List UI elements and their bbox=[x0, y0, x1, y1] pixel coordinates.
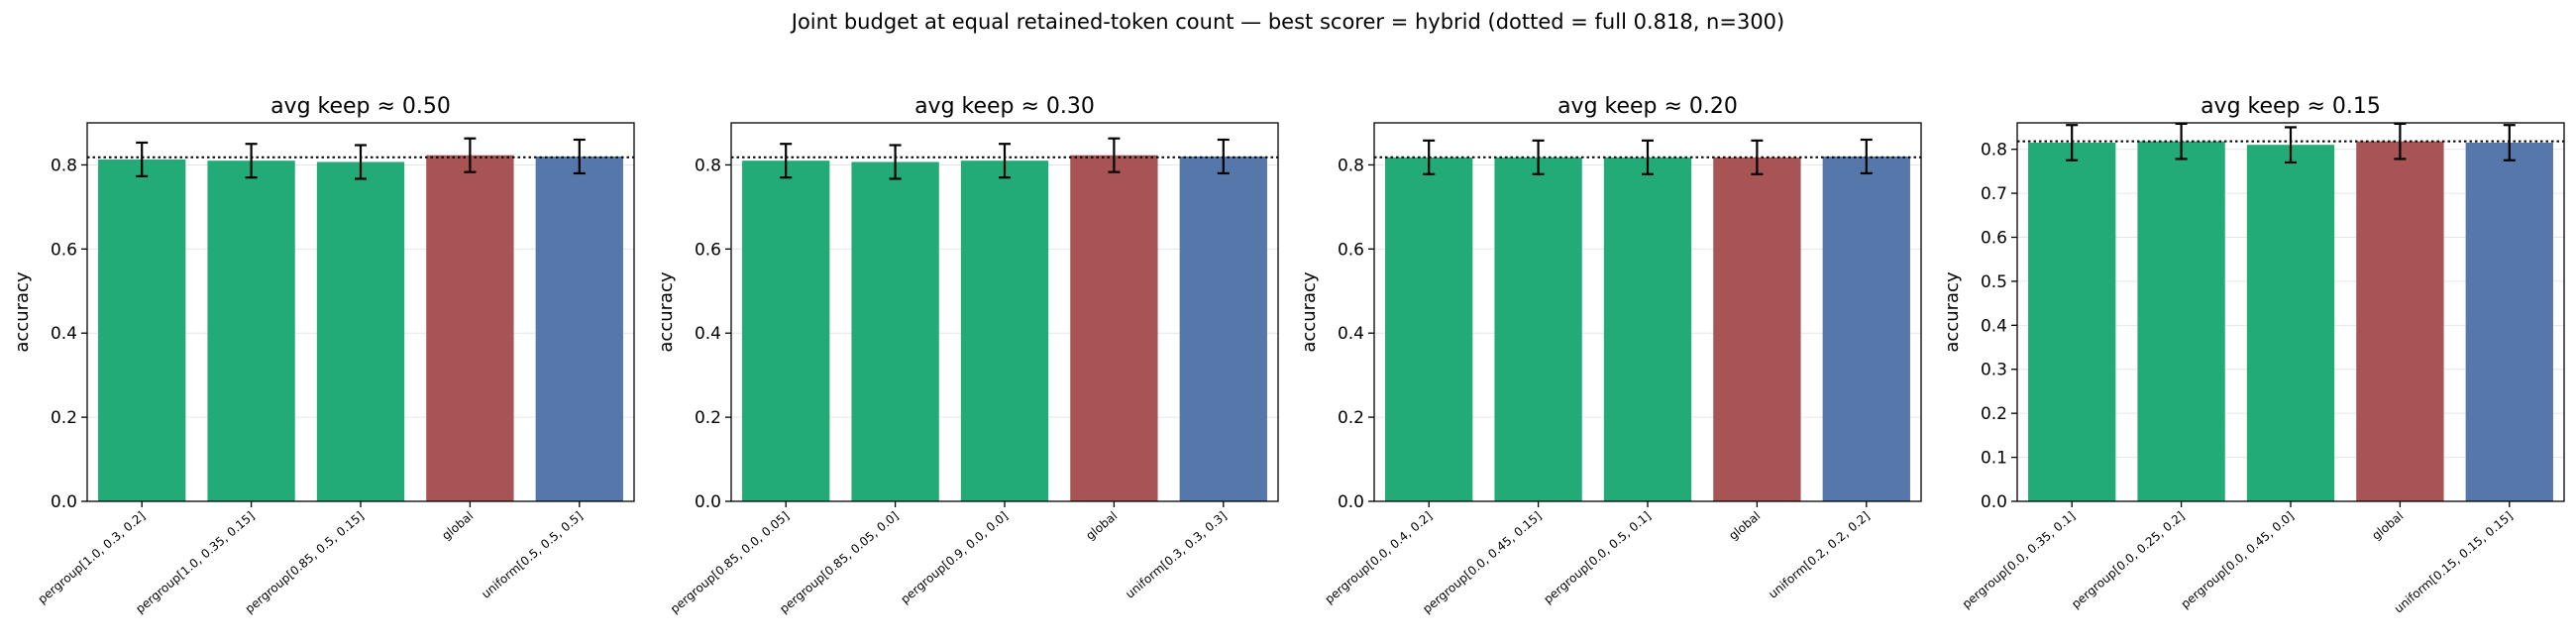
bar bbox=[2356, 141, 2444, 501]
y-tick-label: 0.6 bbox=[695, 240, 721, 260]
bar bbox=[426, 155, 514, 501]
bar bbox=[2028, 142, 2116, 501]
panel-title: avg keep ≈ 0.50 bbox=[270, 94, 451, 119]
x-tick-label: pergroup[0.0, 0.45, 0.15] bbox=[1420, 509, 1544, 616]
x-tick-label: pergroup[0.85, 0.5, 0.15] bbox=[243, 509, 367, 616]
y-axis-label: accuracy bbox=[12, 271, 33, 353]
plot-frame bbox=[2016, 122, 2565, 502]
y-tick-label: 0.6 bbox=[51, 240, 77, 260]
y-tick-label: 0.3 bbox=[1981, 361, 2007, 380]
y-tick-label: 0.8 bbox=[1338, 156, 1364, 175]
plot-frame bbox=[86, 122, 635, 502]
x-tick-label: uniform[0.15, 0.15, 0.15] bbox=[2392, 509, 2516, 616]
bar bbox=[1179, 156, 1267, 501]
y-tick-label: 0.6 bbox=[1338, 240, 1364, 260]
y-tick-label: 0.2 bbox=[1338, 408, 1364, 428]
bar bbox=[207, 161, 295, 501]
panel-title: avg keep ≈ 0.20 bbox=[1557, 94, 1738, 119]
y-tick-label: 0.0 bbox=[51, 492, 77, 512]
bar bbox=[1070, 155, 1158, 501]
y-tick-label: 0.4 bbox=[1981, 316, 2007, 336]
y-tick-label: 0.7 bbox=[1981, 184, 2007, 204]
x-tick-label: global bbox=[2369, 509, 2406, 543]
x-tick-label: pergroup[0.85, 0.0, 0.05] bbox=[668, 509, 792, 616]
x-tick-label: pergroup[0.9, 0.0, 0.0] bbox=[898, 509, 1011, 606]
chart-panel-2: 0.0 0.2 0.4 0.6 0.8 pergroup[0.85, 0.0, 0.05]… bbox=[656, 94, 1279, 616]
y-tick-label: 0.0 bbox=[1338, 492, 1364, 512]
y-tick-label: 0.1 bbox=[1981, 449, 2007, 469]
bar bbox=[535, 156, 623, 501]
x-tick-label: global bbox=[1726, 509, 1763, 543]
y-axis-label: accuracy bbox=[1942, 271, 1963, 353]
y-tick-label: 0.8 bbox=[51, 156, 77, 175]
y-axis-label: accuracy bbox=[1299, 271, 1320, 353]
y-tick-label: 0.4 bbox=[695, 324, 721, 344]
x-tick-label: uniform[0.2, 0.2, 0.2] bbox=[1766, 509, 1872, 601]
plot-frame bbox=[1373, 122, 1922, 502]
bar bbox=[2137, 141, 2225, 501]
x-tick-label: pergroup[0.0, 0.25, 0.2] bbox=[2069, 509, 2187, 611]
x-tick-label: global bbox=[1083, 509, 1120, 543]
panel-title: avg keep ≈ 0.15 bbox=[2200, 94, 2381, 119]
bar bbox=[1713, 157, 1801, 501]
bar bbox=[1603, 157, 1692, 501]
chart-panel-4: 0.0 0.1 0.2 0.3 0.4 0.5 0.6 0.7 0.8 pergroup[0.0,… bbox=[1942, 94, 2565, 616]
y-tick-label: 0.2 bbox=[695, 408, 721, 428]
x-tick-label: pergroup[0.85, 0.05, 0.0] bbox=[777, 509, 901, 616]
bar bbox=[1822, 156, 1910, 501]
y-tick-label: 0.4 bbox=[51, 324, 77, 344]
bar bbox=[2465, 142, 2553, 501]
y-axis-label: accuracy bbox=[656, 271, 677, 353]
x-tick-label: uniform[0.5, 0.5, 0.5] bbox=[479, 509, 585, 601]
x-tick-label: pergroup[1.0, 0.3, 0.2] bbox=[36, 509, 149, 606]
x-tick-label: pergroup[0.0, 0.5, 0.1] bbox=[1541, 509, 1654, 606]
panel-title: avg keep ≈ 0.30 bbox=[914, 94, 1095, 119]
y-tick-label: 0.0 bbox=[1981, 492, 2007, 512]
bar bbox=[316, 161, 405, 501]
bar bbox=[98, 159, 186, 501]
x-tick-label: pergroup[0.0, 0.45, 0.0] bbox=[2179, 509, 2297, 611]
y-tick-label: 0.5 bbox=[1981, 272, 2007, 292]
y-tick-label: 0.6 bbox=[1981, 228, 2007, 248]
x-tick-label: uniform[0.3, 0.3, 0.3] bbox=[1123, 509, 1229, 601]
bar bbox=[1494, 157, 1582, 501]
bar bbox=[851, 161, 939, 501]
y-tick-label: 0.4 bbox=[1338, 324, 1364, 344]
bar bbox=[960, 161, 1049, 501]
x-tick-label: global bbox=[439, 509, 476, 543]
bar bbox=[742, 161, 830, 501]
y-tick-label: 0.2 bbox=[1981, 404, 2007, 424]
x-tick-label: pergroup[0.0, 0.35, 0.1] bbox=[1960, 509, 2078, 611]
y-tick-label: 0.8 bbox=[1981, 141, 2007, 161]
x-tick-label: pergroup[0.0, 0.4, 0.2] bbox=[1323, 509, 1436, 606]
bar bbox=[2246, 145, 2335, 502]
y-tick-label: 0.2 bbox=[51, 408, 77, 428]
y-tick-label: 0.8 bbox=[695, 156, 721, 175]
x-tick-label: pergroup[1.0, 0.35, 0.15] bbox=[133, 509, 257, 616]
y-tick-label: 0.0 bbox=[695, 492, 721, 512]
figure-suptitle: Joint budget at equal retained-token cou… bbox=[790, 10, 1784, 34]
plot-frame bbox=[730, 122, 1279, 502]
bar bbox=[1385, 157, 1473, 501]
